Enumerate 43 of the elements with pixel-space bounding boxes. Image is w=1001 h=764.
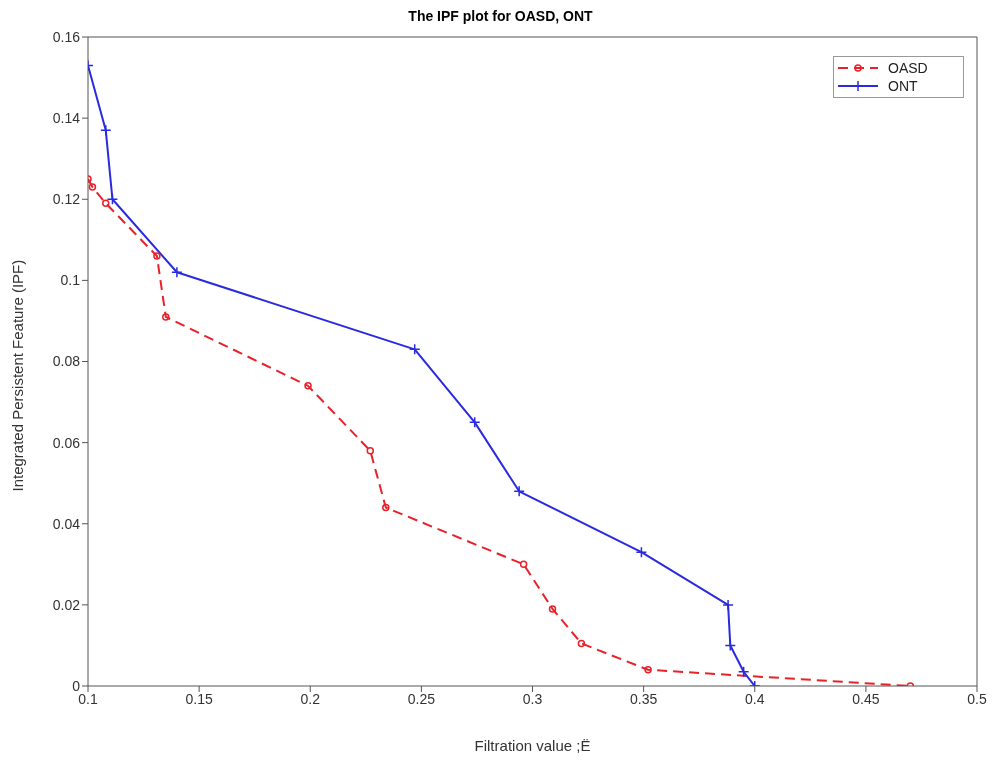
- y-axis-title: Integrated Persistent Feature (IPF): [9, 259, 27, 492]
- point: [106, 193, 119, 205]
- y-tick-label: 0.16: [52, 28, 81, 45]
- point: [366, 446, 375, 455]
- x-tick-label: 0.5: [967, 690, 987, 707]
- x-tick-label: 0.15: [185, 690, 213, 707]
- x-tick-label: 0.45: [852, 690, 880, 707]
- y-tick-label: 0.02: [52, 596, 81, 613]
- point: [162, 313, 170, 321]
- legend-label: OASD: [888, 59, 928, 77]
- point: [382, 503, 390, 512]
- point: [722, 599, 734, 611]
- point: [408, 343, 421, 356]
- x-tick-label: 0.1: [78, 690, 98, 707]
- y-tick-label: 0.14: [52, 110, 81, 127]
- point: [548, 605, 557, 613]
- point: [468, 416, 481, 429]
- y-tick-label: 0.1: [60, 272, 81, 289]
- y-tick-label: 0.08: [52, 353, 81, 370]
- y-tick-label: 0.06: [52, 434, 81, 451]
- x-tick-label: 0.3: [522, 690, 543, 707]
- x-tick-label: 0.2: [300, 690, 321, 707]
- y-tick-label: 0.12: [52, 191, 81, 208]
- point: [519, 560, 528, 569]
- point: [88, 183, 97, 191]
- y-tick-label: 0: [72, 677, 81, 694]
- point: [304, 382, 312, 390]
- point: [577, 639, 586, 648]
- x-tick-label: 0.35: [630, 690, 658, 707]
- x-tick-label: 0.25: [407, 690, 436, 707]
- point: [100, 124, 112, 137]
- point: [737, 666, 750, 678]
- point: [171, 266, 183, 279]
- y-tick-label: 0.04: [52, 515, 81, 532]
- point: [153, 252, 161, 260]
- x-tick-label: 0.4: [745, 690, 765, 707]
- point: [644, 666, 652, 674]
- legend-label: ONT: [888, 77, 918, 95]
- point: [635, 546, 648, 558]
- chart-title: The IPF plot for OASD, ONT: [407, 8, 594, 26]
- x-axis-title: Filtration value ;Ë: [474, 737, 591, 754]
- point: [513, 485, 525, 498]
- point: [102, 199, 110, 208]
